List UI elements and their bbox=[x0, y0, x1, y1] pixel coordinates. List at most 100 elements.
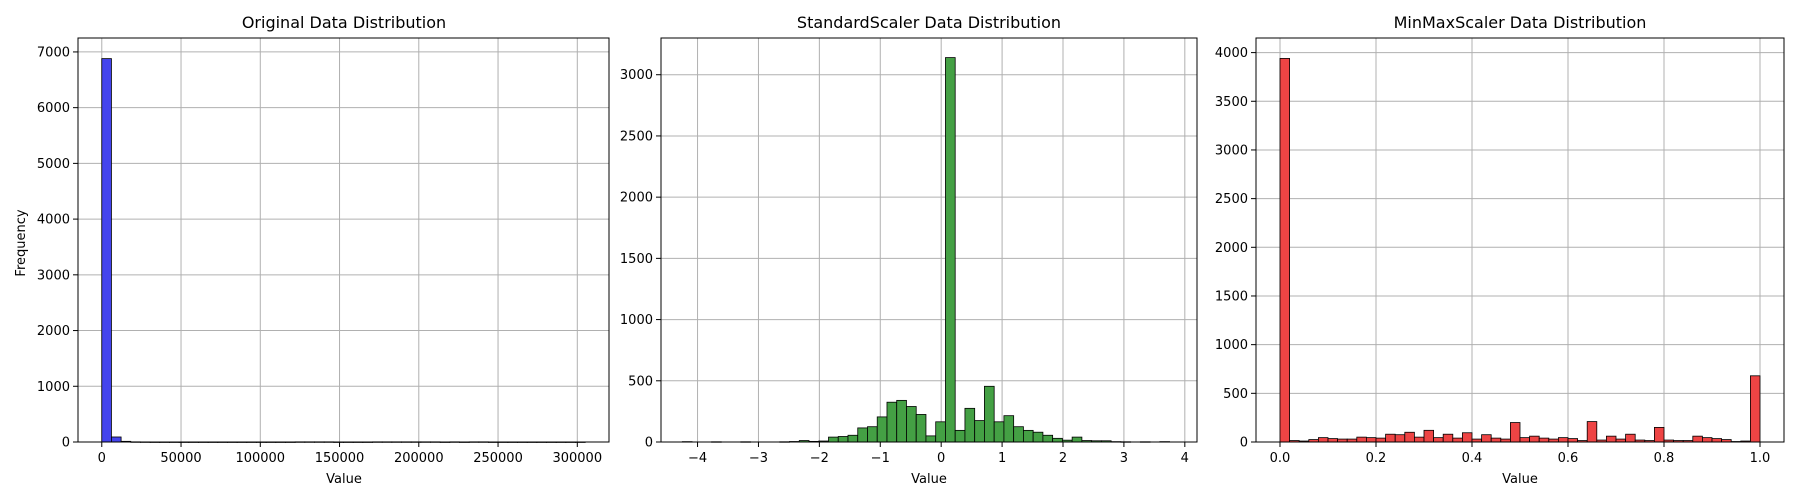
histogram-bar bbox=[1366, 437, 1377, 443]
histogram-bar bbox=[1558, 437, 1569, 443]
histogram-bar bbox=[954, 429, 966, 443]
histogram-bar bbox=[964, 407, 976, 443]
chart-panel-original: 0 50000 100000 150000 200000 250000 300000 0 100… bbox=[14, 13, 610, 487]
histogram-bar bbox=[857, 427, 868, 443]
histogram-bar bbox=[1404, 431, 1415, 443]
histogram-bar bbox=[1490, 437, 1502, 443]
histogram-bar bbox=[1023, 429, 1034, 443]
histogram-bar bbox=[896, 399, 907, 443]
histogram-bar bbox=[1711, 438, 1722, 443]
y-tick-label: 3500 bbox=[1215, 95, 1248, 110]
histogram-bar bbox=[1423, 429, 1434, 443]
y-tick-label: 0 bbox=[1240, 436, 1248, 451]
plot-frame bbox=[77, 37, 610, 443]
histogram-bar bbox=[111, 436, 122, 443]
x-tick-label: −3 bbox=[749, 451, 768, 466]
x-tick-label: 3 bbox=[1120, 451, 1128, 466]
histogram-bar bbox=[1586, 421, 1598, 443]
histogram-bar bbox=[1462, 432, 1473, 443]
histogram-bar bbox=[935, 421, 946, 443]
histogram-bar bbox=[1394, 434, 1406, 443]
x-tick-label: −1 bbox=[871, 451, 890, 466]
histogram-bar bbox=[1003, 415, 1015, 443]
y-tick-label: 3000 bbox=[1215, 143, 1248, 158]
histogram-bar bbox=[1654, 426, 1665, 443]
x-tick-label: 4 bbox=[1181, 451, 1189, 466]
x-tick-label: 2 bbox=[1059, 451, 1067, 466]
y-tick-label: 4000 bbox=[1215, 46, 1248, 61]
histogram-bar bbox=[1538, 437, 1550, 443]
histogram-bar bbox=[1692, 435, 1703, 443]
histogram-bar bbox=[1071, 436, 1083, 443]
histogram-bar bbox=[1519, 437, 1530, 443]
histogram-bar bbox=[1606, 435, 1617, 443]
y-tick-label: 2000 bbox=[1215, 241, 1248, 256]
histogram-bars bbox=[1279, 58, 1761, 443]
y-tick-label: 7000 bbox=[37, 45, 70, 60]
x-tick-label: 150000 bbox=[315, 451, 365, 466]
histogram-bar bbox=[1529, 435, 1540, 443]
plot-frame bbox=[1255, 37, 1785, 443]
x-tick-label: 0.4 bbox=[1462, 451, 1483, 466]
histogram-bar bbox=[1013, 426, 1024, 443]
histogram-bar bbox=[847, 434, 859, 443]
histogram-bar bbox=[886, 401, 898, 443]
histogram-bar bbox=[1414, 436, 1425, 443]
y-tick-label: 3000 bbox=[620, 68, 653, 83]
histogram-bar bbox=[925, 435, 937, 443]
histogram-bar bbox=[1318, 437, 1329, 443]
y-tick-label: 0 bbox=[645, 436, 653, 451]
y-tick-label: 2000 bbox=[37, 324, 70, 339]
axes: 0 50000 100000 150000 200000 250000 300000 0 100… bbox=[37, 37, 610, 466]
x-axis-label: Value bbox=[326, 472, 362, 487]
histogram-bar bbox=[837, 436, 849, 443]
histogram-bar bbox=[1327, 438, 1338, 443]
histogram-bar bbox=[867, 426, 878, 443]
plot-frame bbox=[660, 37, 1198, 443]
x-tick-label: 300000 bbox=[552, 451, 602, 466]
histogram-bar bbox=[945, 57, 956, 443]
histogram-bar bbox=[1750, 375, 1761, 443]
x-axis-label: Value bbox=[1502, 472, 1538, 487]
y-tick-label: 2500 bbox=[1215, 192, 1248, 207]
histogram-bar bbox=[1567, 438, 1578, 443]
histogram-bar bbox=[915, 414, 927, 443]
histogram-bar bbox=[828, 436, 839, 443]
chart-title: MinMaxScaler Data Distribution bbox=[1394, 13, 1647, 32]
histogram-bar bbox=[906, 406, 917, 443]
histogram-bar bbox=[1481, 434, 1492, 443]
x-tick-label: 100000 bbox=[235, 451, 285, 466]
histogram-bar bbox=[876, 416, 888, 443]
axes: 0.0 0.2 0.4 0.6 0.8 1.0 0 500 1000 1500 2000 2500 30… bbox=[1215, 37, 1785, 466]
y-tick-label: 5000 bbox=[37, 157, 70, 172]
histogram-bar bbox=[1702, 437, 1713, 443]
y-tick-label: 500 bbox=[628, 374, 653, 389]
histogram-bar bbox=[993, 421, 1005, 443]
y-tick-label: 1000 bbox=[620, 313, 653, 328]
x-tick-label: 1 bbox=[998, 451, 1006, 466]
chart-panel-minmaxscaler: 0.0 0.2 0.4 0.6 0.8 1.0 0 500 1000 1500 2000 2500 30… bbox=[1215, 13, 1785, 487]
y-tick-label: 1500 bbox=[620, 252, 653, 267]
x-tick-label: −2 bbox=[810, 451, 829, 466]
y-tick-label: 3000 bbox=[37, 268, 70, 283]
chart-panel-standardscaler: −4 −3 −2 −1 0 1 2 3 4 0 500 1000 1500 2000 2500 3000 St… bbox=[620, 13, 1198, 487]
histogram-bar bbox=[1279, 58, 1290, 443]
histogram-bar bbox=[1052, 437, 1063, 443]
histogram-bar bbox=[1433, 437, 1444, 443]
histogram-bar bbox=[1385, 433, 1396, 443]
histogram-bar bbox=[1375, 437, 1386, 443]
x-tick-label: 250000 bbox=[473, 451, 523, 466]
x-tick-label: 0.0 bbox=[1270, 451, 1291, 466]
x-tick-label: 1.0 bbox=[1750, 451, 1771, 466]
x-tick-label: −4 bbox=[688, 451, 707, 466]
histogram-bar bbox=[1356, 436, 1367, 443]
y-tick-label: 1500 bbox=[1215, 289, 1248, 304]
x-tick-label: 0 bbox=[937, 451, 945, 466]
x-tick-label: 200000 bbox=[394, 451, 444, 466]
y-tick-label: 1000 bbox=[37, 380, 70, 395]
chart-title: Original Data Distribution bbox=[242, 13, 446, 32]
y-tick-label: 500 bbox=[1223, 387, 1248, 402]
axes: −4 −3 −2 −1 0 1 2 3 4 0 500 1000 1500 2000 2500 3000 bbox=[620, 37, 1198, 466]
chart-title: StandardScaler Data Distribution bbox=[797, 13, 1061, 32]
